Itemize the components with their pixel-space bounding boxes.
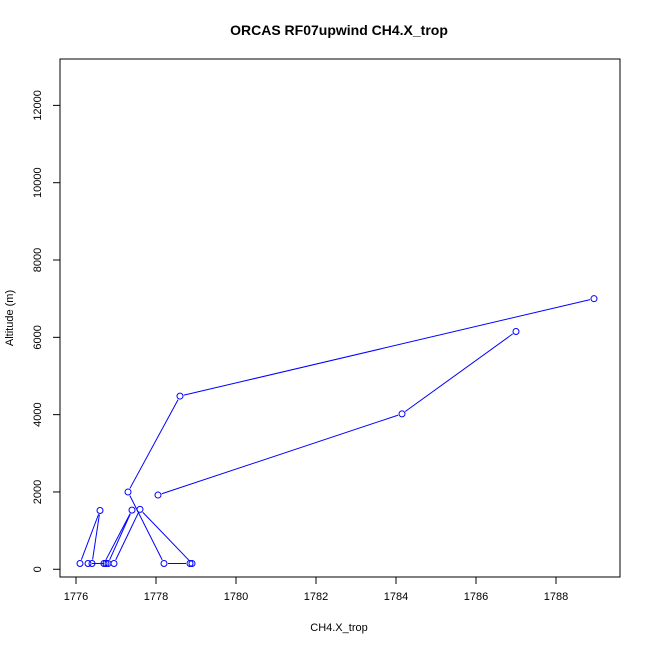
x-tick-label: 1780 — [224, 591, 248, 603]
y-axis-label: Altitude (m) — [4, 290, 16, 346]
series-segment — [404, 333, 514, 412]
x-axis: 1776 1778 1780 1782 1784 1786 1788 — [64, 576, 568, 603]
series-segment — [115, 512, 139, 561]
y-tick-label: 4000 — [32, 402, 44, 426]
data-point — [398, 410, 406, 418]
data-point — [176, 392, 184, 400]
y-tick-label: 12000 — [32, 90, 44, 121]
data-point — [186, 559, 194, 567]
series-2 — [154, 328, 520, 499]
y-tick-label: 10000 — [32, 167, 44, 198]
series-segment — [109, 513, 131, 561]
x-tick-label: 1782 — [304, 591, 328, 603]
x-tick-label: 1788 — [544, 591, 568, 603]
data-point — [102, 559, 110, 567]
data-point — [136, 505, 144, 513]
data-point — [76, 559, 84, 567]
series-segment — [129, 495, 163, 561]
series-layer — [76, 295, 598, 567]
series-segment — [80, 514, 100, 560]
data-point — [590, 295, 598, 303]
data-point — [154, 491, 162, 499]
y-tick-label: 6000 — [32, 325, 44, 349]
data-point — [124, 488, 132, 496]
x-tick-label: 1786 — [464, 591, 488, 603]
data-point — [88, 559, 96, 567]
x-tick-label: 1778 — [144, 591, 168, 603]
series-segment — [142, 511, 190, 561]
series-segment — [129, 399, 179, 489]
data-point — [96, 507, 104, 515]
series-segment — [105, 513, 131, 561]
data-point — [188, 559, 196, 567]
y-axis: 0 2000 4000 6000 8000 10000 12000 — [32, 90, 61, 572]
chart-title: ORCAS RF07upwind CH4.X_trop — [230, 22, 448, 38]
series-segment — [183, 299, 591, 396]
series-segment — [161, 414, 399, 495]
x-axis-label: CH4.X_trop — [310, 622, 367, 634]
series-segment — [92, 514, 100, 560]
y-tick-label: 8000 — [32, 248, 44, 272]
data-point — [128, 506, 136, 514]
x-tick-label: 1784 — [384, 591, 408, 603]
y-tick-label: 2000 — [32, 480, 44, 504]
data-point — [512, 328, 520, 336]
data-point — [100, 559, 108, 567]
series-1 — [76, 295, 598, 567]
y-tick-label: 0 — [32, 566, 44, 572]
x-tick-label: 1776 — [64, 591, 88, 603]
data-point — [160, 559, 168, 567]
data-point — [84, 559, 92, 567]
data-point — [104, 559, 112, 567]
